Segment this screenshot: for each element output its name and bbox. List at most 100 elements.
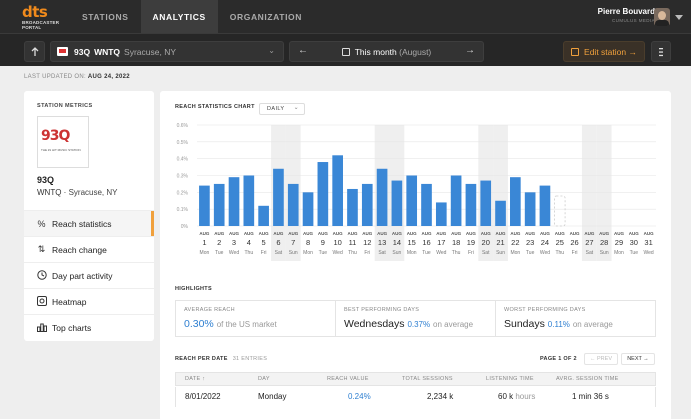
user-info[interactable]: Pierre Bouvard CUMULUS MEDIA (598, 7, 655, 23)
highlight-average-reach: AVERAGE REACH 0.30% of the US market (176, 301, 336, 336)
menu-item-label: Heatmap (52, 296, 87, 307)
column-listening-time[interactable]: LISTENING TIME (486, 376, 534, 382)
bar (376, 168, 388, 226)
x-day-label: 20 (482, 238, 490, 247)
date-range-selector[interactable]: ← This month (August) → (289, 41, 484, 62)
more-menu-button[interactable] (651, 41, 671, 62)
x-day-label: 24 (541, 238, 549, 247)
station-logo-text: 93Q (41, 128, 70, 144)
station-metrics-title: STATION METRICS (37, 103, 93, 109)
station-selector[interactable]: 93Q WNTQ Syracuse, NY ⌄ (50, 41, 284, 62)
tab-organization[interactable]: ORGANIZATION (229, 11, 302, 22)
x-day-label: 3 (232, 238, 236, 247)
x-day-label: 27 (585, 238, 593, 247)
last-updated-label: LAST UPDATED ON: (24, 74, 86, 80)
bar (435, 202, 447, 226)
column-total-sessions[interactable]: TOTAL SESSIONS (402, 376, 453, 382)
x-month-label: AUG (214, 231, 224, 236)
station-call-sign: 93Q (37, 175, 55, 185)
menu-item-reach-statistics[interactable]: % Reach statistics (24, 210, 154, 237)
pending-bar (554, 195, 566, 227)
tab-analytics[interactable]: ANALYTICS (140, 0, 218, 33)
logo-subtitle: BROADCASTER PORTAL (22, 20, 60, 30)
edit-station-button[interactable]: Edit station → (563, 41, 645, 62)
bar (332, 155, 343, 226)
next-page-button[interactable]: NEXT → (621, 353, 655, 365)
x-weekday-label: Mon (510, 250, 520, 256)
y-tick-label: 0% (181, 224, 189, 230)
entries-count: 31 ENTRIES (232, 356, 268, 362)
x-day-label: 13 (378, 238, 386, 247)
x-day-label: 12 (363, 238, 371, 247)
bar (524, 192, 536, 226)
avatar[interactable] (654, 8, 670, 26)
x-day-label: 29 (615, 238, 623, 247)
table-row[interactable]: 8/01/2022 Monday 0.24% 2,234 k 60 k hour… (175, 387, 656, 407)
x-month-label: AUG (466, 231, 476, 236)
highlight-label: BEST PERFORMING DAYS (344, 307, 420, 313)
column-reach-value[interactable]: REACH VALUE (327, 376, 369, 382)
highlight-value: Sundays (504, 318, 545, 330)
x-weekday-label: Sat (586, 250, 594, 256)
x-weekday-label: Mon (200, 250, 210, 256)
x-weekday-label: Sat (275, 250, 283, 256)
x-month-label: AUG (555, 231, 565, 236)
x-weekday-label: Wed (333, 250, 343, 256)
date-range-month: (August) (399, 46, 432, 57)
kebab-menu-icon (659, 47, 663, 56)
highlight-label: AVERAGE REACH (184, 307, 235, 313)
highlight-worst-days: WORST PERFORMING DAYS Sundays 0.11% on a… (496, 301, 655, 336)
x-weekday-label: Sat (482, 250, 490, 256)
menu-item-heatmap[interactable]: Heatmap (24, 288, 154, 314)
x-day-label: 21 (496, 238, 504, 247)
cell-listening: 60 k (498, 392, 514, 401)
x-month-label: AUG (303, 231, 313, 236)
back-button[interactable] (24, 41, 45, 62)
x-day-label: 14 (393, 238, 401, 247)
x-month-label: AUG (614, 231, 624, 236)
menu-item-top-charts[interactable]: Top charts (24, 314, 154, 340)
app-logo[interactable]: dts BROADCASTER PORTAL (0, 0, 70, 33)
x-month-label: AUG (392, 231, 402, 236)
prev-page-button[interactable]: ← PREV (584, 353, 618, 365)
next-period-arrow-icon[interactable]: → (465, 45, 475, 56)
cell-listening-unit: hours (515, 392, 536, 401)
x-day-label: 17 (437, 238, 445, 247)
x-day-label: 15 (408, 238, 416, 247)
highlights-row: AVERAGE REACH 0.30% of the US market BES… (175, 300, 656, 337)
column-avg-session-time[interactable]: AVRG. SESSION TIME (556, 376, 619, 382)
bar (480, 180, 492, 226)
bar (465, 183, 477, 226)
tab-stations[interactable]: STATIONS (82, 11, 129, 22)
x-day-label: 16 (422, 238, 430, 247)
column-day[interactable]: DAY (258, 376, 270, 382)
menu-item-reach-change[interactable]: ⇅ Reach change (24, 236, 154, 262)
station-mini-logo (57, 47, 68, 56)
user-menu-caret-icon[interactable] (675, 15, 683, 20)
bar (406, 175, 418, 226)
menu-item-day-part-activity[interactable]: Day part activity (24, 262, 154, 288)
clock-icon (36, 269, 47, 282)
cell-day: Monday (258, 392, 287, 401)
x-day-label: 23 (526, 238, 534, 247)
x-month-label: AUG (510, 231, 520, 236)
bar (287, 183, 299, 226)
x-day-label: 4 (247, 238, 251, 247)
x-day-label: 11 (349, 238, 357, 247)
bar (391, 180, 403, 226)
prev-period-arrow-icon[interactable]: ← (298, 45, 308, 56)
bar (495, 200, 506, 226)
granularity-select[interactable]: DAILY ⌄ (259, 103, 305, 115)
x-month-label: AUG (347, 231, 357, 236)
column-date[interactable]: DATE ↑ (185, 376, 206, 382)
x-day-label: 2 (217, 238, 221, 247)
x-day-label: 8 (306, 238, 310, 247)
bar (243, 175, 255, 226)
x-weekday-label: Sat (378, 250, 386, 256)
x-weekday-label: Sun (496, 250, 505, 256)
x-weekday-label: Tue (422, 250, 431, 256)
reach-bar-chart: 0.6% 0.5% 0.4% 0.3% 0.2% 0.1% 0% AUG 1 Mon AUG 2 Tue… (177, 123, 656, 261)
x-month-label: AUG (377, 231, 387, 236)
highlight-value: 0.30% (184, 318, 214, 330)
bar (302, 192, 314, 226)
